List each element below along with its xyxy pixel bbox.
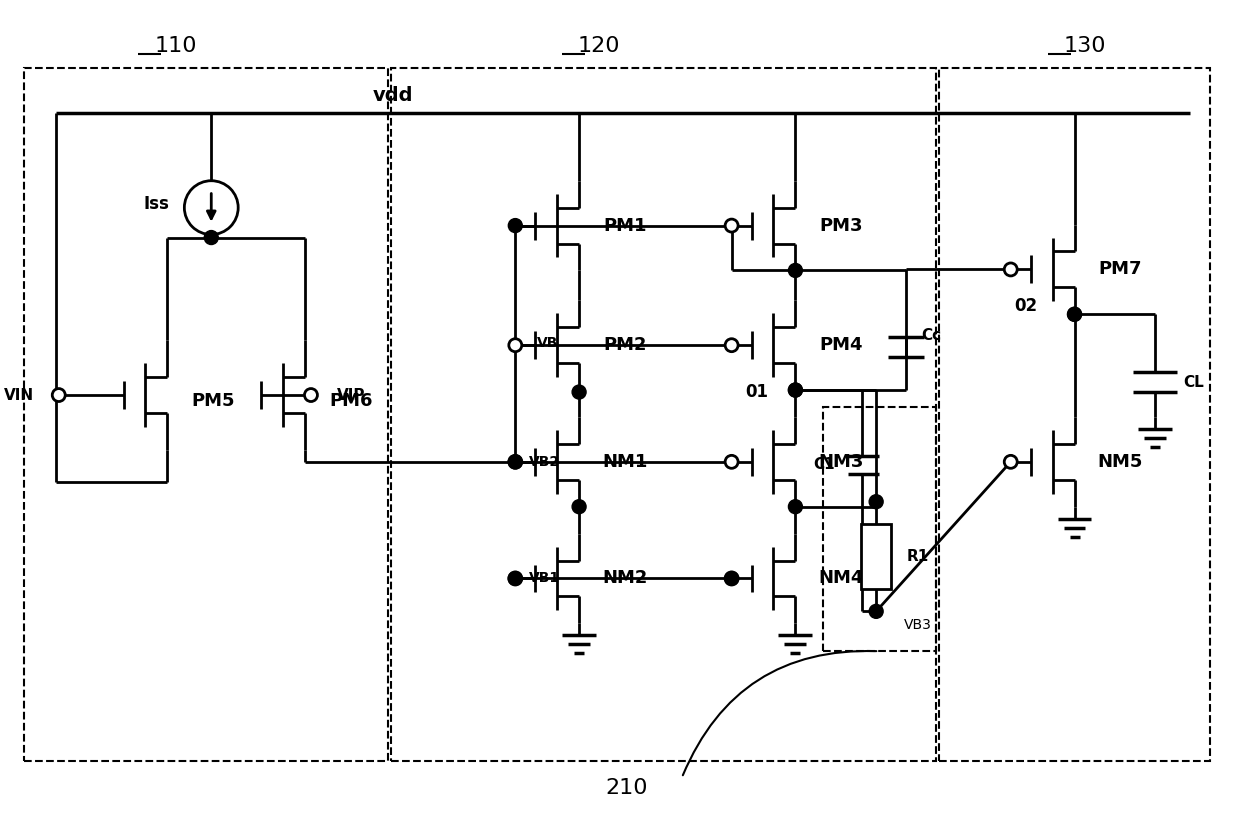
Text: PM4: PM4: [820, 337, 863, 355]
Text: VIP: VIP: [337, 387, 366, 403]
Text: Iss: Iss: [144, 194, 170, 212]
Text: PM1: PM1: [603, 217, 647, 234]
Text: PM5: PM5: [191, 392, 236, 410]
Circle shape: [52, 389, 66, 401]
Text: NM2: NM2: [603, 569, 647, 587]
Circle shape: [305, 389, 317, 401]
Text: 210: 210: [605, 778, 649, 797]
Circle shape: [508, 219, 522, 233]
Circle shape: [789, 500, 802, 514]
Text: PM6: PM6: [329, 392, 372, 410]
Text: NM4: NM4: [818, 569, 864, 587]
Text: vdd: vdd: [372, 87, 413, 105]
FancyBboxPatch shape: [862, 524, 892, 589]
Text: R1: R1: [906, 549, 929, 564]
Circle shape: [869, 605, 883, 618]
Circle shape: [508, 572, 522, 585]
Text: 02: 02: [1014, 297, 1038, 315]
Circle shape: [1004, 263, 1017, 276]
Circle shape: [508, 339, 522, 351]
Circle shape: [508, 455, 522, 468]
Text: NM3: NM3: [818, 453, 864, 471]
Circle shape: [869, 495, 883, 509]
Circle shape: [1068, 307, 1081, 321]
Text: VB1: VB1: [529, 571, 560, 586]
Circle shape: [725, 455, 738, 468]
Text: 01: 01: [745, 383, 769, 401]
Text: 110: 110: [154, 36, 197, 56]
Circle shape: [1004, 455, 1017, 468]
Circle shape: [572, 500, 587, 514]
Text: Cc: Cc: [921, 328, 941, 343]
Text: PM7: PM7: [1099, 261, 1142, 279]
Text: CL: CL: [1183, 374, 1204, 390]
Circle shape: [724, 571, 739, 586]
Text: PM3: PM3: [820, 217, 863, 234]
Text: VB3: VB3: [904, 618, 932, 632]
Circle shape: [789, 383, 802, 397]
Text: 120: 120: [578, 36, 620, 56]
Circle shape: [725, 339, 738, 351]
Text: VB: VB: [537, 337, 558, 350]
Text: PM2: PM2: [603, 337, 647, 355]
Text: NM5: NM5: [1097, 453, 1143, 471]
Circle shape: [789, 263, 802, 278]
Circle shape: [572, 385, 587, 399]
Text: VIN: VIN: [4, 387, 33, 403]
Text: NM1: NM1: [603, 453, 647, 471]
Circle shape: [205, 230, 218, 244]
Circle shape: [508, 455, 522, 469]
Circle shape: [725, 572, 738, 585]
Text: VB2: VB2: [529, 455, 560, 469]
Circle shape: [1068, 307, 1081, 321]
Circle shape: [508, 571, 522, 586]
Text: 130: 130: [1063, 36, 1106, 56]
Circle shape: [725, 219, 738, 232]
Circle shape: [789, 383, 802, 397]
Text: C1: C1: [813, 458, 835, 472]
